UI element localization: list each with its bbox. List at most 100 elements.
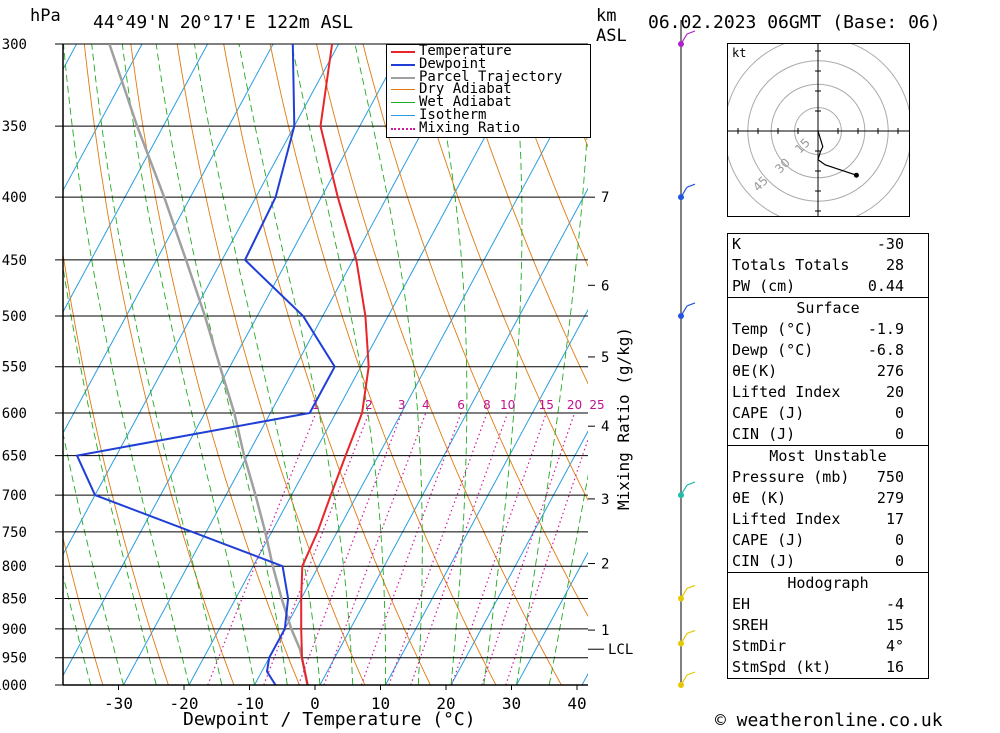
k-row: K -30 (732, 235, 904, 253)
km-tick-label: 7 (601, 190, 609, 206)
pressure-tick-label: 700 (2, 488, 27, 504)
mixing-ratio-label: 25 (589, 398, 604, 412)
mu-cin-row: CIN (J) 0 (732, 552, 904, 570)
legend-entry-dry-adiabat: Dry Adiabat (387, 83, 590, 96)
km-tick-label: 1 (601, 623, 609, 639)
wind-barb (680, 481, 696, 496)
x-tick-label: -30 (104, 694, 133, 713)
hodograph-ring-label: 30 (772, 155, 793, 176)
surface-temp-row: Temp (°C) -1.9 (732, 320, 904, 338)
lcl-label: LCL (608, 642, 633, 658)
isotherm-line (63, 44, 405, 677)
mixing-ratio-line (410, 412, 509, 685)
legend-entry-temperature: Temperature (387, 44, 590, 58)
pressure-tick-label: 450 (2, 253, 27, 269)
pressure-tick-label: 300 (2, 37, 27, 53)
mixing-ratio-axis-label: Mixing Ratio (g/kg) (614, 326, 633, 510)
eh-row: EH -4 (732, 595, 904, 613)
wet-adiabat-line (548, 473, 588, 685)
pressure-tick-label: 600 (2, 406, 27, 422)
legend-entry-wet-adiabat: Wet Adiabat (387, 95, 590, 109)
pressure-tick-label: 950 (2, 651, 27, 667)
isotherm-line (63, 44, 274, 435)
mu-li-row: Lifted Index 17 (732, 510, 904, 528)
km-unit-label: km (596, 6, 617, 26)
mixing-ratio-line (481, 412, 576, 685)
dry-adiabat-line (63, 536, 104, 685)
mixing-ratio-label: 10 (500, 398, 515, 412)
pressure-tick-label: 400 (2, 190, 27, 206)
isotherm-line (123, 44, 471, 685)
pressure-tick-label: 350 (2, 119, 27, 135)
surface-dewp-row: Dewp (°C) -6.8 (732, 341, 904, 359)
mu-thetae-row: θE (K) 279 (732, 489, 904, 507)
wet-adiabat-line (483, 44, 523, 685)
wind-barb (680, 30, 696, 45)
pressure-tick-label: 850 (2, 591, 27, 607)
pressure-tick-label: 550 (2, 360, 27, 376)
mixing-ratio-label: 1 (312, 398, 320, 412)
wet-adiabat-line (63, 431, 124, 685)
hodograph-storm-point (853, 172, 859, 178)
mixing-ratio-line (505, 437, 588, 685)
x-tick-label: -10 (235, 694, 264, 713)
x-tick-label: 10 (371, 694, 390, 713)
dry-adiabat-line (408, 44, 588, 502)
isotherm-line (63, 44, 340, 556)
mixing-ratio-label: 2 (365, 398, 373, 412)
location-title: 44°49'N 20°17'E 122m ASL (93, 12, 354, 33)
km-tick-label: 4 (601, 419, 609, 435)
surface-thetae-row: θE(K) 276 (732, 362, 904, 380)
stmspd-row: StmSpd (kt) 16 (732, 658, 904, 676)
hodograph-trace (817, 130, 857, 176)
stmdir-row: StmDir 4° (732, 637, 904, 655)
isotherm-line (188, 44, 536, 685)
most-unstable-title: Most Unstable (728, 445, 928, 467)
legend-entry-isotherm: Isotherm (387, 108, 590, 122)
wind-barb (680, 302, 696, 317)
pressure-tick-label: 1000 (0, 678, 27, 694)
pressure-tick-label: 900 (2, 622, 27, 638)
hodograph-panel: kt 15 30 45 (723, 36, 913, 226)
dry-adiabat-line (63, 251, 169, 685)
mixing-ratio-line (207, 412, 317, 685)
indices-table: K -30 Totals Totals 28 PW (cm) 0.44 Surface… (727, 233, 929, 679)
legend-entry-dewpoint: Dewpoint (387, 57, 590, 71)
km-tick-label: 2 (601, 557, 609, 573)
wind-barb (680, 183, 696, 198)
isotherm-line (63, 44, 143, 192)
isotherm-line (516, 551, 588, 685)
isotherm-line (450, 430, 588, 685)
surface-cape-row: CAPE (J) 0 (732, 404, 904, 422)
series-parcel-trajectory (108, 44, 309, 685)
mu-pressure-row: Pressure (mb) 750 (732, 468, 904, 486)
x-tick-label: 20 (436, 694, 455, 713)
pressure-tick-label: 750 (2, 525, 27, 541)
isotherm-line (385, 308, 588, 685)
mixing-ratio-line (388, 412, 488, 685)
pressure-tick-label: 650 (2, 449, 27, 465)
x-axis-label: Dewpoint / Temperature (°C) (183, 709, 476, 730)
isotherm-line (63, 44, 209, 313)
wet-adiabat-line (429, 44, 468, 685)
wet-adiabat-line (291, 44, 386, 685)
totals-row: Totals Totals 28 (732, 256, 904, 274)
mixing-ratio-label: 4 (422, 398, 430, 412)
copyright-link[interactable]: © weatheronline.co.uk (715, 710, 943, 731)
pw-row: PW (cm) 0.44 (732, 277, 904, 295)
dry-adiabat-line (501, 44, 588, 268)
km-tick-label: 3 (601, 492, 609, 508)
pressure-tick-label: 500 (2, 309, 27, 325)
mixing-ratio-label: 6 (457, 398, 465, 412)
dry-adiabat-line (920, 44, 1000, 685)
series-dewpoint (75, 44, 336, 685)
chart-legend: Temperature Dewpoint Parcel Trajectory D… (386, 44, 591, 138)
dry-adiabat-line (455, 44, 588, 385)
wet-adiabat-line (91, 44, 223, 685)
dry-adiabat-line (176, 44, 366, 685)
mixing-ratio-label: 3 (398, 398, 406, 412)
surface-li-row: Lifted Index 20 (732, 383, 904, 401)
x-tick-label: 0 (310, 694, 320, 713)
